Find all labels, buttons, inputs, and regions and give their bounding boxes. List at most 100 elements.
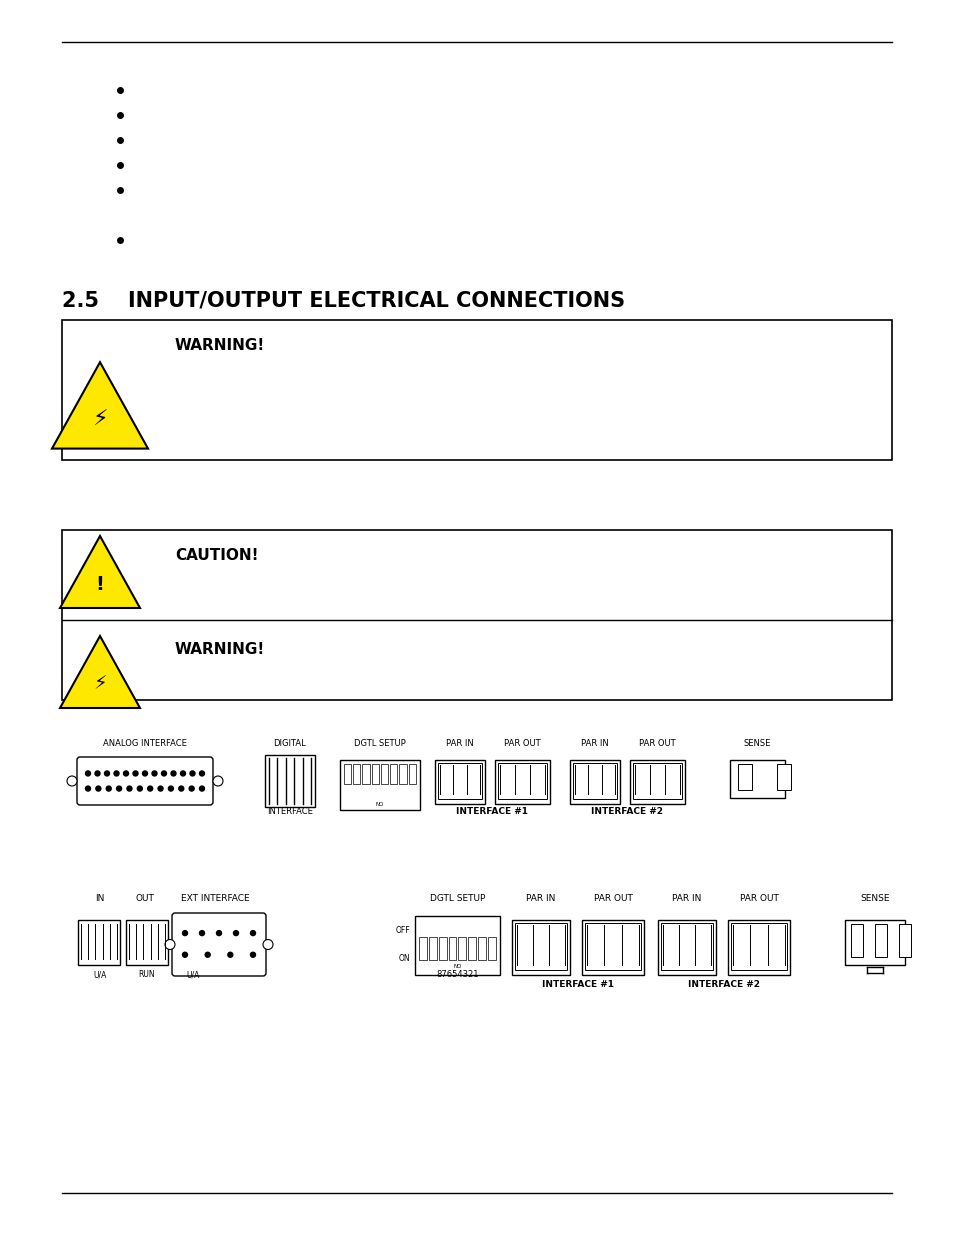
Circle shape	[182, 952, 188, 957]
FancyBboxPatch shape	[730, 923, 786, 969]
FancyBboxPatch shape	[495, 760, 550, 804]
FancyBboxPatch shape	[497, 763, 546, 799]
Text: WARNING!: WARNING!	[174, 642, 265, 657]
Polygon shape	[60, 536, 140, 608]
FancyBboxPatch shape	[415, 916, 499, 974]
Circle shape	[251, 931, 255, 936]
Circle shape	[137, 785, 142, 792]
FancyBboxPatch shape	[265, 755, 314, 806]
Text: !: !	[95, 574, 104, 594]
Text: DGTL SETUP: DGTL SETUP	[430, 894, 485, 903]
FancyBboxPatch shape	[581, 920, 643, 974]
Text: PAR IN: PAR IN	[672, 894, 701, 903]
Circle shape	[67, 776, 77, 785]
Text: PAR IN: PAR IN	[446, 739, 474, 748]
Circle shape	[132, 771, 138, 776]
Circle shape	[161, 771, 167, 776]
Circle shape	[199, 785, 204, 792]
FancyBboxPatch shape	[372, 764, 378, 784]
Text: U/A: U/A	[186, 969, 199, 979]
Text: WARNING!: WARNING!	[174, 338, 265, 353]
Circle shape	[216, 931, 221, 936]
Circle shape	[169, 785, 173, 792]
Circle shape	[190, 771, 194, 776]
FancyBboxPatch shape	[569, 760, 619, 804]
FancyBboxPatch shape	[515, 923, 566, 969]
FancyBboxPatch shape	[380, 764, 388, 784]
Circle shape	[142, 771, 148, 776]
Text: ⚡: ⚡	[92, 410, 108, 430]
Text: PAR OUT: PAR OUT	[593, 894, 632, 903]
FancyBboxPatch shape	[126, 920, 168, 965]
Text: PAR OUT: PAR OUT	[639, 739, 675, 748]
Circle shape	[106, 785, 112, 792]
FancyBboxPatch shape	[738, 764, 751, 790]
Circle shape	[165, 940, 174, 950]
FancyBboxPatch shape	[776, 764, 790, 790]
Circle shape	[178, 785, 184, 792]
FancyBboxPatch shape	[435, 760, 484, 804]
Circle shape	[233, 931, 238, 936]
FancyBboxPatch shape	[172, 913, 266, 976]
Circle shape	[213, 776, 223, 785]
FancyBboxPatch shape	[418, 936, 426, 961]
Text: INTERFACE: INTERFACE	[267, 806, 313, 816]
Text: INTERFACE #2: INTERFACE #2	[687, 981, 760, 989]
Circle shape	[182, 931, 188, 936]
FancyBboxPatch shape	[362, 764, 370, 784]
FancyBboxPatch shape	[898, 924, 910, 957]
Text: NO: NO	[375, 802, 384, 806]
Circle shape	[86, 785, 91, 792]
Text: ON: ON	[398, 953, 410, 963]
Text: NO: NO	[453, 965, 461, 969]
Circle shape	[189, 785, 193, 792]
FancyBboxPatch shape	[584, 923, 640, 969]
FancyBboxPatch shape	[399, 764, 406, 784]
FancyBboxPatch shape	[438, 936, 446, 961]
Circle shape	[199, 931, 204, 936]
Text: PAR IN: PAR IN	[580, 739, 608, 748]
FancyBboxPatch shape	[390, 764, 397, 784]
Text: U/A: U/A	[93, 969, 107, 979]
FancyBboxPatch shape	[477, 936, 486, 961]
Text: INTERFACE #1: INTERFACE #1	[456, 806, 528, 816]
Text: SENSE: SENSE	[743, 739, 770, 748]
FancyBboxPatch shape	[437, 763, 481, 799]
Text: PAR OUT: PAR OUT	[503, 739, 540, 748]
FancyBboxPatch shape	[844, 920, 904, 965]
Text: INTERFACE #1: INTERFACE #1	[541, 981, 614, 989]
Circle shape	[205, 952, 210, 957]
Text: OFF: OFF	[395, 926, 410, 935]
Text: PAR IN: PAR IN	[526, 894, 555, 903]
FancyBboxPatch shape	[353, 764, 360, 784]
Text: DIGITAL: DIGITAL	[274, 739, 306, 748]
Polygon shape	[52, 362, 148, 448]
Text: ⚡: ⚡	[93, 674, 107, 694]
Circle shape	[251, 952, 255, 957]
Circle shape	[86, 771, 91, 776]
Text: RUN: RUN	[138, 969, 155, 979]
FancyBboxPatch shape	[660, 923, 712, 969]
Circle shape	[95, 785, 101, 792]
Text: EXT INTERFACE: EXT INTERFACE	[180, 894, 249, 903]
FancyBboxPatch shape	[658, 920, 716, 974]
Text: PAR OUT: PAR OUT	[739, 894, 778, 903]
Circle shape	[113, 771, 119, 776]
FancyBboxPatch shape	[729, 760, 784, 798]
Text: DGTL SETUP: DGTL SETUP	[354, 739, 405, 748]
FancyBboxPatch shape	[429, 936, 436, 961]
FancyBboxPatch shape	[633, 763, 681, 799]
FancyBboxPatch shape	[573, 763, 617, 799]
Text: SENSE: SENSE	[860, 894, 889, 903]
FancyBboxPatch shape	[77, 757, 213, 805]
FancyBboxPatch shape	[468, 936, 476, 961]
Text: INTERFACE #2: INTERFACE #2	[591, 806, 662, 816]
Circle shape	[95, 771, 100, 776]
FancyBboxPatch shape	[62, 530, 891, 700]
Circle shape	[105, 771, 110, 776]
Circle shape	[123, 771, 129, 776]
Text: CAUTION!: CAUTION!	[174, 548, 258, 563]
FancyBboxPatch shape	[458, 936, 466, 961]
Circle shape	[263, 940, 273, 950]
Circle shape	[152, 771, 157, 776]
